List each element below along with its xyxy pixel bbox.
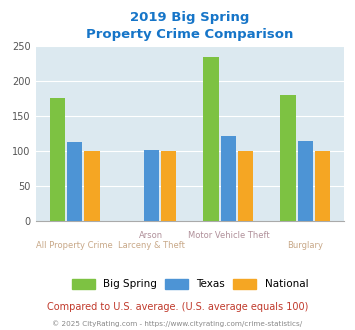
Text: Burglary: Burglary [287, 241, 323, 250]
Text: © 2025 CityRating.com - https://www.cityrating.com/crime-statistics/: © 2025 CityRating.com - https://www.city… [53, 320, 302, 327]
Bar [280, 95, 296, 221]
Bar [221, 136, 236, 221]
Bar [297, 141, 313, 221]
Bar [315, 151, 330, 221]
Bar [144, 150, 159, 221]
Text: Arson: Arson [140, 231, 164, 240]
Bar [50, 98, 65, 221]
Text: All Property Crime: All Property Crime [36, 241, 113, 250]
Text: Compared to U.S. average. (U.S. average equals 100): Compared to U.S. average. (U.S. average … [47, 302, 308, 312]
Legend: Big Spring, Texas, National: Big Spring, Texas, National [72, 279, 308, 289]
Bar [84, 151, 99, 221]
Bar [238, 151, 253, 221]
Title: 2019 Big Spring
Property Crime Comparison: 2019 Big Spring Property Crime Compariso… [86, 11, 294, 41]
Bar [203, 57, 219, 221]
Text: Motor Vehicle Theft: Motor Vehicle Theft [187, 231, 269, 240]
Bar [67, 142, 82, 221]
Bar [161, 151, 176, 221]
Text: Larceny & Theft: Larceny & Theft [118, 241, 185, 250]
